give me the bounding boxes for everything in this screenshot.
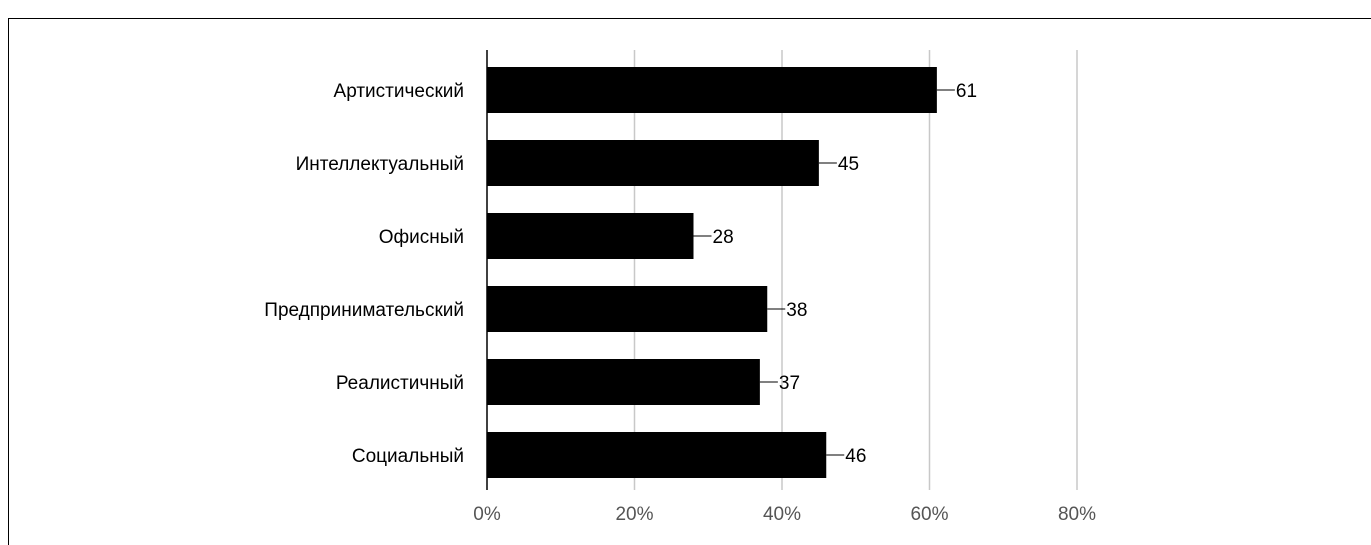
x-tick-label: 0% [473,504,501,525]
bar [487,140,819,186]
bars [487,67,937,478]
category-label: Социальный [352,446,464,467]
x-tick-label: 40% [763,504,801,525]
labels: 0% 20% 40% 60% 80% 61 Артистический 45 Интеллект… [264,81,1096,525]
value-label: 28 [713,227,734,248]
category-label: Предпринимательский [264,300,464,321]
bar [487,432,827,478]
category-label: Офисный [379,227,464,248]
x-tick-label: 80% [1058,504,1096,525]
bar [487,213,694,259]
value-label: 37 [779,373,800,394]
value-label: 61 [956,81,977,102]
value-label: 38 [786,300,807,321]
x-tick-label: 60% [910,504,948,525]
value-label: 46 [845,446,866,467]
category-label: Артистический [334,81,464,102]
category-label: Интеллектуальный [296,154,464,175]
value-label: 45 [838,154,859,175]
x-tick-label: 20% [615,504,653,525]
bar [487,67,937,113]
bar [487,359,760,405]
chart-frame [8,18,1371,545]
bar [487,286,768,332]
category-label: Реалистичный [336,373,464,394]
gridlines [633,50,1078,490]
